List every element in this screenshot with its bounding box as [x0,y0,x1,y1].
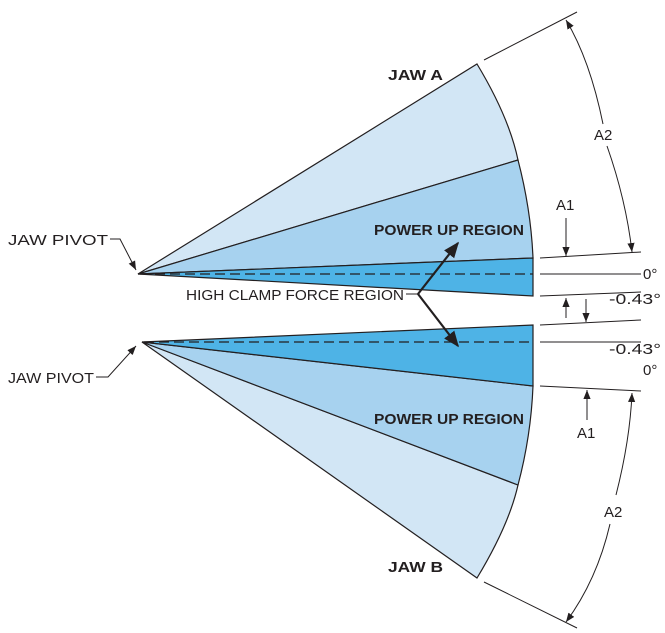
jaw-b-a2-dimension-arc-lower [565,523,611,623]
jaw-b-power-up-label: POWER UP REGION [374,411,524,428]
jaw-a-a2-label: A2 [594,127,612,144]
jaw-b-name: JAW B [388,559,443,576]
jaw-a-offset-reference-line [539,291,642,297]
jaw-a-a2-dimension-arc-lower [606,145,635,253]
jaw-b-zero-label: 0° [643,362,657,379]
jaw-b-clamp-region [141,324,534,387]
high-clamp-arrow-to-jaw-b [417,293,459,348]
high-clamp-label: HIGH CLAMP FORCE REGION [186,287,404,304]
jaw-a-outer-region [137,63,519,275]
jaw-b-a2-extension-line [483,581,578,629]
jaw-b-outer-region [141,341,519,579]
jaw-a-a1-label: A1 [556,197,574,214]
jaw-a-clamp-region [137,257,534,297]
jaw-b-a1-extension-line [539,385,642,392]
jaw-b-offset-label: -0.43° [609,341,661,358]
jaw-b-power-up-region [141,341,534,486]
jaw-a-a1-extension-line [539,251,642,259]
high-clamp-arrow-to-jaw-a [417,241,459,295]
jaw-b-pivot-label: JAW PIVOT [8,370,94,387]
jaw-a-name: JAW A [388,67,443,84]
jaw-a-a2-extension-line [483,11,578,61]
jaw-a-pivot-leader [110,238,137,271]
jaw-b-offset-reference-line [539,319,642,326]
jaw-a-offset-label: -0.43° [609,291,661,308]
jaw-a-pivot-label: JAW PIVOT [8,232,108,249]
jaw-b-a2-label: A2 [604,504,622,521]
jaw-a-power-up-label: POWER UP REGION [374,222,524,239]
jaw-b-a2-dimension-arc [615,392,636,496]
jaw-a-a2-dimension-arc [565,19,604,125]
jaw-b-pivot-leader [96,345,137,378]
jaw-b-sector [141,324,534,579]
jaw-b-a1-label: A1 [577,425,595,442]
jaw-a-sector [137,63,534,297]
jaw-a-zero-label: 0° [643,266,657,283]
jaw-a-power-up-region [137,159,534,275]
